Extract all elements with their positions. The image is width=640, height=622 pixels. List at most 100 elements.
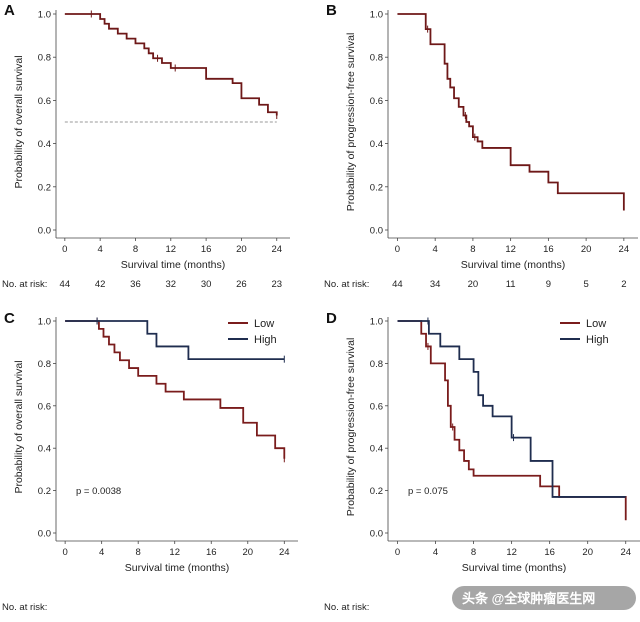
y-tick-label: 1.0 [38,317,51,328]
legend-label-high: High [586,334,609,346]
x-tick-label: 4 [433,547,438,558]
y-tick-label: 0.4 [370,139,383,150]
panel-a: A 0.0 0.2 0.4 0.6 0.8 1.0 0 4 8 12 16 20 24 Survival t… [2,2,290,290]
y-tick-label: 0.4 [38,139,51,150]
risk-value: 32 [166,279,177,290]
x-tick-label: 8 [471,547,476,558]
watermark: 头条 @全球肿瘤医生网 [452,586,636,610]
y-axis-label: Probability of progression-free survival [345,33,357,212]
panel-letter: B [326,2,337,19]
y-tick-label: 1.0 [370,317,383,328]
y-tick-label: 0.6 [38,96,51,107]
km-curve-high [397,320,626,498]
x-axis-label: Survival time (months) [125,562,229,574]
y-tick-label: 0.2 [38,486,51,497]
p-value-annotation: p = 0.075 [408,486,448,497]
x-tick-label: 20 [581,244,592,255]
y-tick-label: 0.6 [370,401,383,412]
panel-letter: C [4,310,15,327]
y-tick-label: 0.6 [38,401,51,412]
risk-value: 20 [468,279,479,290]
x-tick-label: 24 [271,244,282,255]
risk-table-header: No. at risk: [2,602,47,613]
y-tick-label: 0.0 [370,226,383,237]
km-curve-high [65,320,285,361]
risk-value: 5 [583,279,588,290]
risk-value: 34 [430,279,441,290]
x-tick-label: 4 [98,244,103,255]
y-tick-label: 0.8 [38,53,51,64]
legend-label-low: Low [254,318,274,330]
x-tick-label: 16 [206,547,217,558]
y-tick-label: 0.4 [38,444,51,455]
panel-c: C 0.0 0.2 0.4 0.6 0.8 1.0 0 4 8 12 16 20 24 Survival t… [2,310,298,613]
panel-letter: A [4,2,15,19]
x-tick-label: 0 [395,547,400,558]
x-tick-label: 16 [201,244,212,255]
y-tick-label: 0.2 [38,182,51,193]
y-tick-label: 0.4 [370,444,383,455]
risk-table-header: No. at risk: [324,279,369,290]
x-tick-label: 8 [136,547,141,558]
y-tick-label: 0.8 [370,359,383,370]
x-tick-label: 0 [62,244,67,255]
risk-value: 44 [392,279,403,290]
x-tick-label: 12 [505,244,516,255]
y-tick-label: 0.2 [370,182,383,193]
y-tick-label: 0.2 [370,486,383,497]
x-axis-label: Survival time (months) [121,259,225,271]
x-tick-label: 12 [169,547,180,558]
legend-label-low: Low [586,318,606,330]
x-tick-label: 16 [544,547,555,558]
x-tick-label: 20 [582,547,593,558]
km-curve-all [397,13,625,211]
risk-value: 30 [201,279,212,290]
risk-table-header: No. at risk: [324,602,369,613]
risk-value: 44 [60,279,71,290]
x-tick-label: 0 [395,244,400,255]
y-tick-label: 0.0 [38,226,51,237]
x-tick-label: 8 [470,244,475,255]
x-tick-label: 4 [433,244,438,255]
x-tick-label: 12 [506,547,517,558]
y-tick-label: 0.6 [370,96,383,107]
panel-letter: D [326,310,337,327]
y-tick-label: 0.0 [38,529,51,540]
x-tick-label: 12 [166,244,177,255]
x-tick-label: 16 [543,244,554,255]
watermark-backdrop [452,586,636,610]
risk-value: 9 [546,279,551,290]
risk-value: 42 [95,279,106,290]
x-tick-label: 20 [236,244,247,255]
risk-value: 26 [236,279,247,290]
y-axis-label: Probability of overall survival [13,360,25,493]
x-axis-label: Survival time (months) [461,259,565,271]
risk-value: 36 [130,279,141,290]
y-axis-label: Probability of progression-free survival [345,338,357,517]
y-axis-label: Probability of overall survival [13,55,25,188]
x-tick-label: 0 [62,547,67,558]
x-tick-label: 20 [242,547,253,558]
x-tick-label: 4 [99,547,104,558]
risk-value: 2 [621,279,626,290]
x-tick-label: 24 [619,244,630,255]
risk-table-header: No. at risk: [2,279,47,290]
y-tick-label: 0.0 [370,529,383,540]
y-tick-label: 0.8 [38,359,51,370]
km-curve-low [397,320,627,521]
x-tick-label: 24 [620,547,631,558]
risk-value: 23 [271,279,282,290]
km-curve-all [64,13,278,116]
y-tick-label: 1.0 [38,10,51,21]
km-curve-low [65,320,286,459]
p-value-annotation: p = 0.0038 [76,486,121,497]
x-tick-label: 8 [133,244,138,255]
panel-d: D 0.0 0.2 0.4 0.6 0.8 1.0 0 4 8 12 16 20 24 Survival t… [324,310,640,613]
x-tick-label: 24 [279,547,290,558]
y-tick-label: 0.8 [370,53,383,64]
legend-label-high: High [254,334,277,346]
x-axis-label: Survival time (months) [462,562,566,574]
risk-value: 11 [506,279,516,290]
panel-b: B 0.0 0.2 0.4 0.6 0.8 1.0 0 4 8 12 16 20 24 Survival t… [324,2,638,290]
